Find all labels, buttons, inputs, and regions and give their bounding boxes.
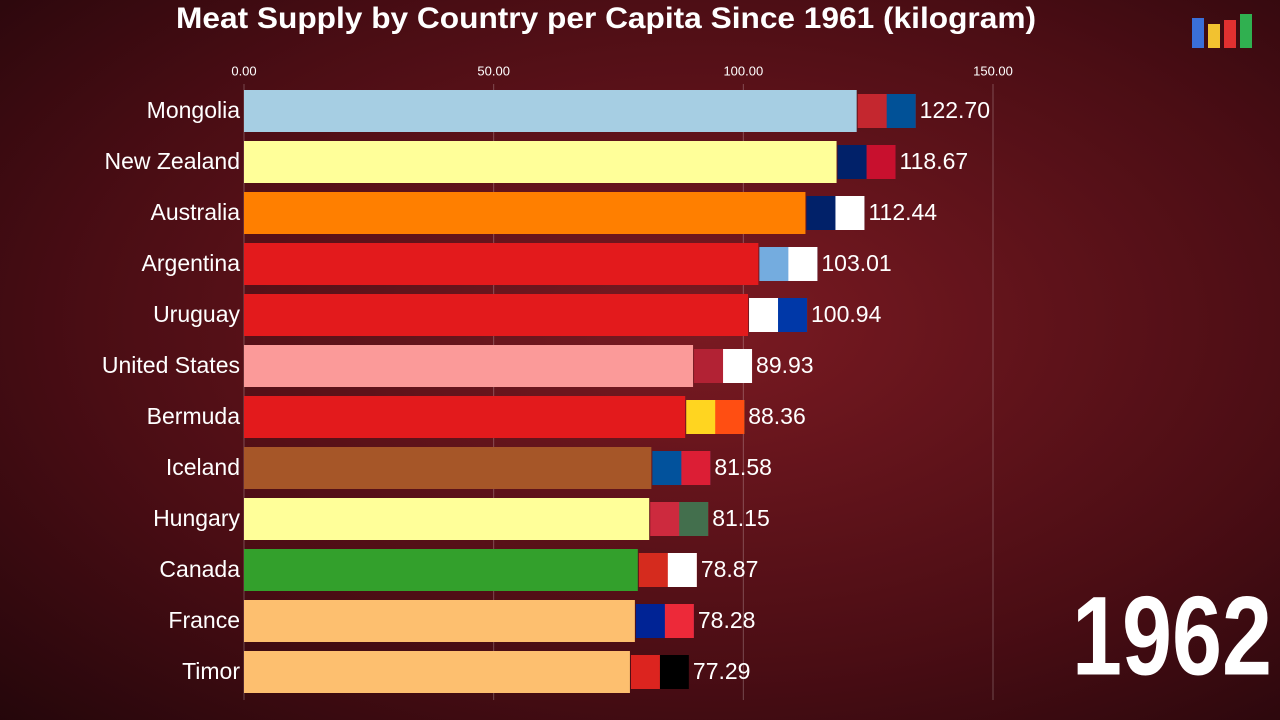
flag	[886, 94, 916, 128]
flag	[681, 451, 711, 485]
bar	[244, 192, 806, 234]
bar	[244, 447, 652, 489]
flag	[778, 298, 808, 332]
x-tick-label: 0.00	[231, 63, 256, 78]
bar	[244, 243, 759, 285]
flag	[715, 400, 745, 434]
category-label: Bermuda	[147, 403, 241, 429]
value-label: 118.67	[900, 148, 969, 174]
flag	[723, 349, 753, 383]
category-label: Canada	[159, 556, 240, 582]
value-label: 112.44	[868, 199, 937, 225]
category-label: New Zealand	[104, 148, 240, 174]
bar	[244, 294, 749, 336]
value-label: 89.93	[756, 352, 814, 378]
logo	[1192, 14, 1252, 48]
bar	[244, 498, 650, 540]
bar	[244, 651, 630, 693]
value-label: 78.28	[698, 607, 756, 633]
category-label: Iceland	[166, 454, 240, 480]
flag	[659, 655, 689, 689]
value-label: 77.29	[693, 658, 751, 684]
bar	[244, 141, 837, 183]
bar	[244, 549, 638, 591]
flag	[835, 196, 865, 230]
flag	[664, 604, 694, 638]
category-label: Hungary	[153, 505, 240, 531]
value-label: 78.87	[701, 556, 759, 582]
category-label: United States	[102, 352, 240, 378]
bar	[244, 600, 635, 642]
flag	[679, 502, 709, 536]
category-label: Argentina	[142, 250, 241, 276]
value-label: 81.58	[714, 454, 772, 480]
value-label: 88.36	[748, 403, 806, 429]
chart-title: Meat Supply by Country per Capita Since …	[176, 2, 1036, 35]
bar	[244, 345, 694, 387]
value-label: 103.01	[821, 250, 891, 276]
category-label: Timor	[182, 658, 240, 684]
flag	[788, 247, 818, 281]
category-label: France	[168, 607, 240, 633]
x-tick-label: 150.00	[973, 63, 1013, 78]
bar	[244, 90, 857, 132]
value-label: 81.15	[712, 505, 770, 531]
flag	[667, 553, 697, 587]
x-tick-label: 50.00	[477, 63, 510, 78]
flag	[866, 145, 896, 179]
category-label: Uruguay	[153, 301, 240, 327]
value-label: 122.70	[920, 97, 990, 123]
x-tick-label: 100.00	[723, 63, 763, 78]
year-label: 1962	[1072, 574, 1272, 699]
value-label: 100.94	[811, 301, 882, 327]
bar	[244, 396, 686, 438]
category-label: Mongolia	[147, 97, 241, 123]
category-label: Australia	[151, 199, 241, 225]
